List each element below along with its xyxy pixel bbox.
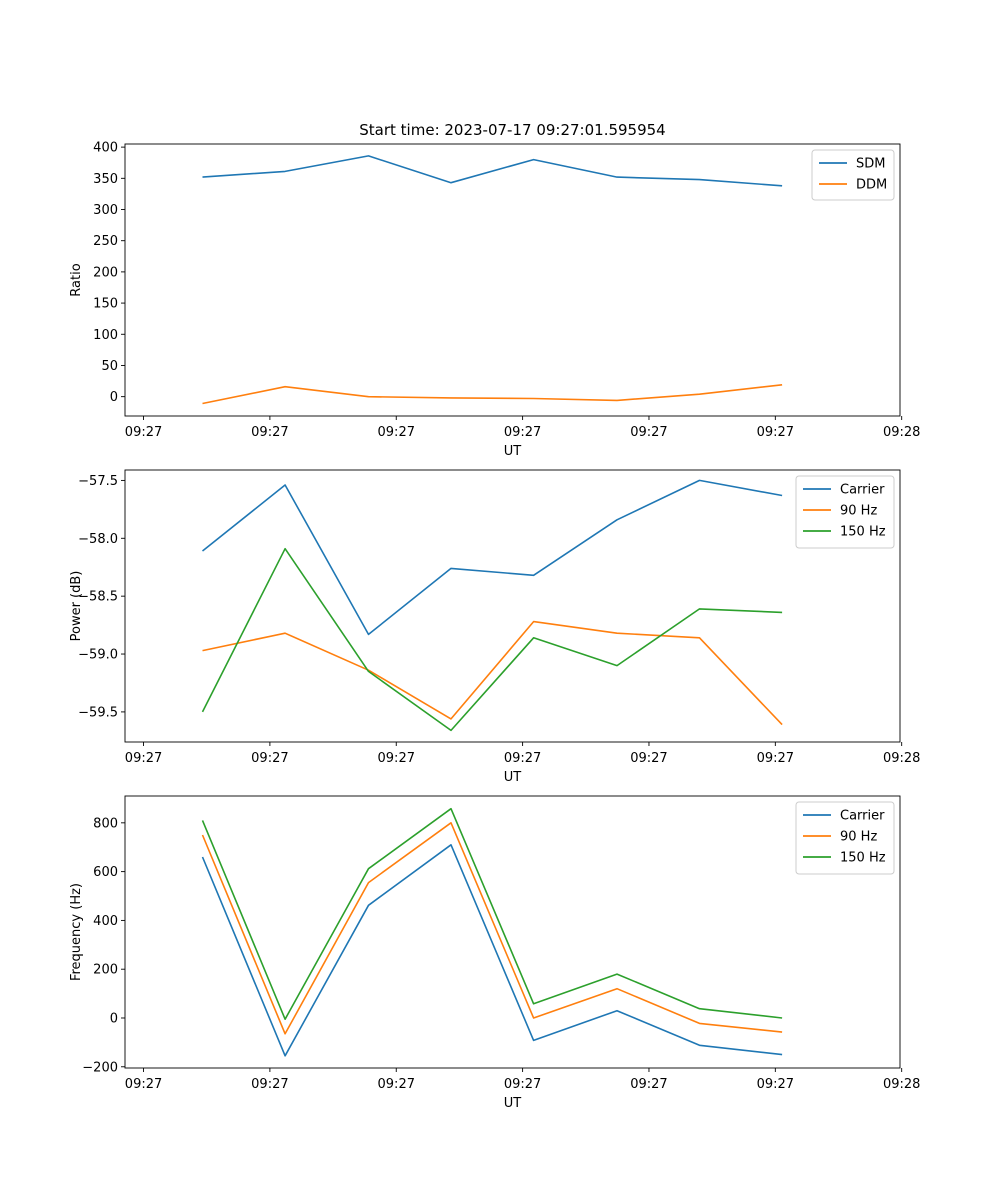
- legend: SDM DDM: [811, 149, 895, 201]
- series-line-90-hz: [201, 821, 783, 1035]
- x-axis-label: UT: [504, 770, 522, 785]
- legend-label: 150 Hz: [840, 525, 886, 540]
- legend-box: [795, 801, 895, 875]
- x-tick-label: 09:28: [883, 1077, 920, 1092]
- y-tick-label: −57.5: [78, 474, 118, 489]
- x-tick-label: 09:27: [630, 1077, 667, 1092]
- x-tick-label: 09:27: [630, 751, 667, 766]
- axes-frame: [124, 795, 901, 1069]
- y-axis-label: Ratio: [69, 263, 84, 296]
- y-tick-label: 200: [93, 265, 118, 280]
- x-axis-label: UT: [504, 444, 522, 459]
- axes-frame: [124, 469, 901, 743]
- y-tick-label: 200: [93, 963, 118, 978]
- chart-panel-2: −59.5 −59.0 −58.5 −58.0 −57.5 09:27 09:27 09:27…: [69, 469, 920, 785]
- y-tick-label: 400: [93, 914, 118, 929]
- x-tick-label: 09:27: [504, 751, 541, 766]
- y-tick-label: 800: [93, 816, 118, 831]
- x-tick-label: 09:27: [251, 425, 288, 440]
- legend-label: SDM: [856, 157, 885, 172]
- y-axis-label: Power (dB): [69, 571, 84, 642]
- series-line-sdm: [202, 155, 783, 187]
- y-axis-label: Frequency (Hz): [69, 883, 84, 981]
- series-line-90-hz: [202, 620, 783, 726]
- x-tick-label: 09:27: [378, 1077, 415, 1092]
- x-tick-label: 09:27: [504, 1077, 541, 1092]
- y-tick-label: 50: [101, 359, 118, 374]
- series-line-ddm: [202, 384, 783, 405]
- x-tick-label: 09:27: [757, 751, 794, 766]
- y-tick-label: 150: [93, 297, 118, 312]
- y-tick-label: 400: [93, 141, 118, 156]
- series-line-150-hz: [201, 807, 783, 1021]
- series-line-carrier: [202, 479, 783, 636]
- chart-title: Start time: 2023-07-17 09:27:01.595954: [359, 121, 665, 139]
- legend: Carrier 90 Hz 150 Hz: [795, 475, 895, 549]
- x-axis-label: UT: [504, 1096, 522, 1111]
- y-tick-label: −58.0: [78, 532, 118, 547]
- y-tick-label: −200: [82, 1060, 118, 1075]
- y-tick-label: 0: [110, 390, 118, 405]
- legend: Carrier 90 Hz 150 Hz: [795, 801, 895, 875]
- x-tick-label: 09:27: [378, 751, 415, 766]
- x-tick-label: 09:27: [504, 425, 541, 440]
- legend-label: 150 Hz: [840, 851, 886, 866]
- chart-panel-3: −200 0 200 400 600 800 09:27 09:27 09:27 09:27 09:…: [69, 795, 920, 1111]
- y-tick-label: −58.5: [78, 590, 118, 605]
- x-tick-label: 09:28: [883, 425, 920, 440]
- y-tick-label: 300: [93, 203, 118, 218]
- x-tick-label: 09:27: [251, 751, 288, 766]
- plot-area: [201, 807, 783, 1057]
- x-tick-label: 09:27: [757, 1077, 794, 1092]
- legend-label: 90 Hz: [840, 830, 877, 845]
- y-tick-label: 600: [93, 865, 118, 880]
- y-tick-label: 0: [110, 1011, 118, 1026]
- series-line-carrier: [201, 843, 783, 1057]
- x-tick-label: 09:27: [125, 751, 162, 766]
- y-tick-label: 100: [93, 328, 118, 343]
- x-tick-label: 09:27: [125, 1077, 162, 1092]
- legend-label: 90 Hz: [840, 504, 877, 519]
- legend-label: Carrier: [840, 809, 885, 824]
- axes-frame: [124, 143, 901, 417]
- y-tick-label: 250: [93, 234, 118, 249]
- legend-box: [795, 475, 895, 549]
- x-tick-label: 09:27: [251, 1077, 288, 1092]
- x-tick-label: 09:27: [757, 425, 794, 440]
- x-tick-label: 09:27: [125, 425, 162, 440]
- plot-area: [201, 479, 783, 732]
- legend-label: Carrier: [840, 483, 885, 498]
- series-line-150-hz: [201, 547, 783, 732]
- legend-label: DDM: [856, 178, 887, 193]
- x-tick-label: 09:27: [630, 425, 667, 440]
- y-tick-label: −59.5: [78, 705, 118, 720]
- chart-panel-1: Start time: 2023-07-17 09:27:01.595954 0 5…: [69, 121, 920, 459]
- x-tick-label: 09:28: [883, 751, 920, 766]
- plot-area: [202, 155, 783, 405]
- y-tick-label: −59.0: [78, 648, 118, 663]
- y-tick-label: 350: [93, 172, 118, 187]
- x-tick-label: 09:27: [378, 425, 415, 440]
